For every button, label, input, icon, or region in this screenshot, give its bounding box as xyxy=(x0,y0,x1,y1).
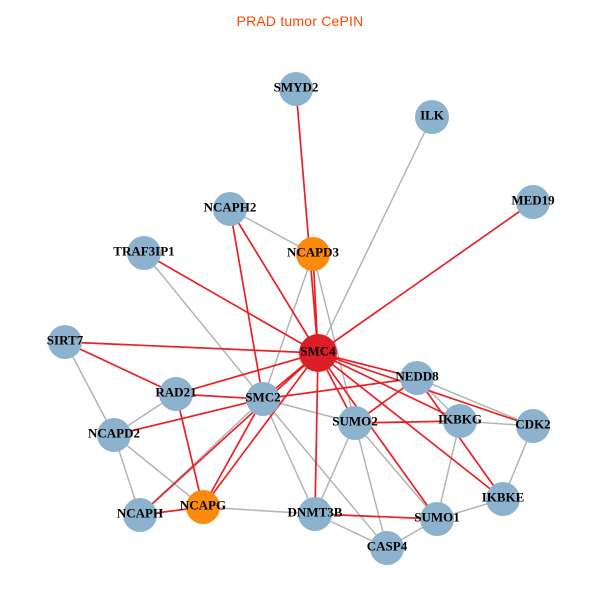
node-NCAPH xyxy=(123,498,157,532)
plot-title: PRAD tumor CePIN xyxy=(236,13,364,29)
edge-RAD21-SIRT7 xyxy=(64,341,177,395)
edge-NCAPD2-NCAPG xyxy=(113,434,204,508)
node-label-NCAPD2: NCAPD2 xyxy=(88,426,140,441)
node-label-ILK: ILK xyxy=(420,108,445,123)
node-IKBKG xyxy=(443,404,477,438)
node-TRAF3IP1 xyxy=(127,236,161,270)
edge-TRAF3IP1-SMC2 xyxy=(143,252,264,400)
node-SMC4 xyxy=(299,334,337,372)
node-label-MED19: MED19 xyxy=(511,193,555,208)
edge-SMC4-IKBKG xyxy=(317,352,461,422)
edge-SUMO2-CASP4 xyxy=(354,422,388,549)
node-label-CASP4: CASP4 xyxy=(367,539,408,554)
edge-NEDD8-IKBKE xyxy=(416,377,504,500)
edge-NCAPG-DNMT3B xyxy=(202,506,316,515)
node-NCAPD2 xyxy=(97,418,131,452)
node-label-SMYD2: SMYD2 xyxy=(274,80,319,95)
node-label-NCAPH2: NCAPH2 xyxy=(204,200,257,215)
node-label-NCAPG: NCAPG xyxy=(180,498,226,513)
node-SUMO2 xyxy=(338,406,372,440)
edge-SMC4-DNMT3B xyxy=(314,352,319,515)
node-label-NCAPD3: NCAPD3 xyxy=(287,245,339,260)
edge-SMC2-NCAPD2 xyxy=(113,398,264,436)
edge-SMC2-NEDD8 xyxy=(262,377,418,400)
node-label-SMC4: SMC4 xyxy=(300,344,336,359)
edge-NEDD8-CDK2 xyxy=(416,377,534,427)
node-DNMT3B xyxy=(298,497,332,531)
edge-SUMO2-IKBKG xyxy=(354,420,461,424)
edge-SMC2-DNMT3B xyxy=(262,398,316,515)
node-CDK2 xyxy=(516,409,550,443)
edge-SMC4-RAD21 xyxy=(175,352,319,395)
node-label-SMC2: SMC2 xyxy=(245,390,280,405)
node-NEDD8 xyxy=(400,361,434,395)
edge-SMC4-NCAPG xyxy=(202,352,319,508)
node-label-IKBKE: IKBKE xyxy=(482,490,525,505)
edge-SMC4-SUMO1 xyxy=(317,352,438,520)
edge-SMC2-CASP4 xyxy=(262,398,388,549)
node-NCAPD3 xyxy=(296,237,330,271)
edge-SMC4-IKBKE xyxy=(317,352,504,500)
edge-SMC4-SIRT7 xyxy=(64,341,319,354)
edge-SMC4-NCAPH2 xyxy=(229,208,319,354)
node-label-DNMT3B: DNMT3B xyxy=(288,505,343,520)
node-SMC2 xyxy=(246,382,280,416)
edge-SMC2-NCAPH2 xyxy=(229,208,264,400)
node-MED19 xyxy=(516,185,550,219)
edge-ILK-SMC4 xyxy=(317,116,433,354)
edge-SMC4-SMYD2 xyxy=(295,88,319,354)
edge-SMC4-MED19 xyxy=(317,201,534,354)
node-CASP4 xyxy=(370,531,404,565)
node-RAD21 xyxy=(159,377,193,411)
node-label-NEDD8: NEDD8 xyxy=(395,369,439,384)
node-label-CDK2: CDK2 xyxy=(515,417,550,432)
node-IKBKE xyxy=(486,482,520,516)
edge-SIRT7-NCAPD2 xyxy=(64,341,115,436)
node-label-TRAF3IP1: TRAF3IP1 xyxy=(113,244,174,259)
edge-SUMO1-SUMO2 xyxy=(354,422,438,520)
node-SUMO1 xyxy=(420,502,454,536)
node-SMYD2 xyxy=(279,72,313,106)
node-SIRT7 xyxy=(48,325,82,359)
edge-SMC4-TRAF3IP1 xyxy=(143,252,319,354)
edge-SMC2-NCAPG xyxy=(202,398,264,508)
node-label-RAD21: RAD21 xyxy=(155,385,196,400)
edge-DNMT3B-SUMO1 xyxy=(314,513,438,520)
node-NCAPG xyxy=(186,490,220,524)
node-label-SIRT7: SIRT7 xyxy=(47,333,84,348)
edge-NCAPD3-SMC2 xyxy=(262,253,314,400)
edge-RAD21-NCAPG xyxy=(175,393,204,508)
node-label-NCAPH: NCAPH xyxy=(117,506,163,521)
edge-SMC4-NCAPH xyxy=(139,352,319,516)
node-NCAPH2 xyxy=(213,192,247,226)
node-label-SUMO2: SUMO2 xyxy=(332,414,378,429)
node-ILK xyxy=(415,100,449,134)
node-label-SUMO1: SUMO1 xyxy=(414,510,460,525)
node-label-IKBKG: IKBKG xyxy=(438,412,482,427)
